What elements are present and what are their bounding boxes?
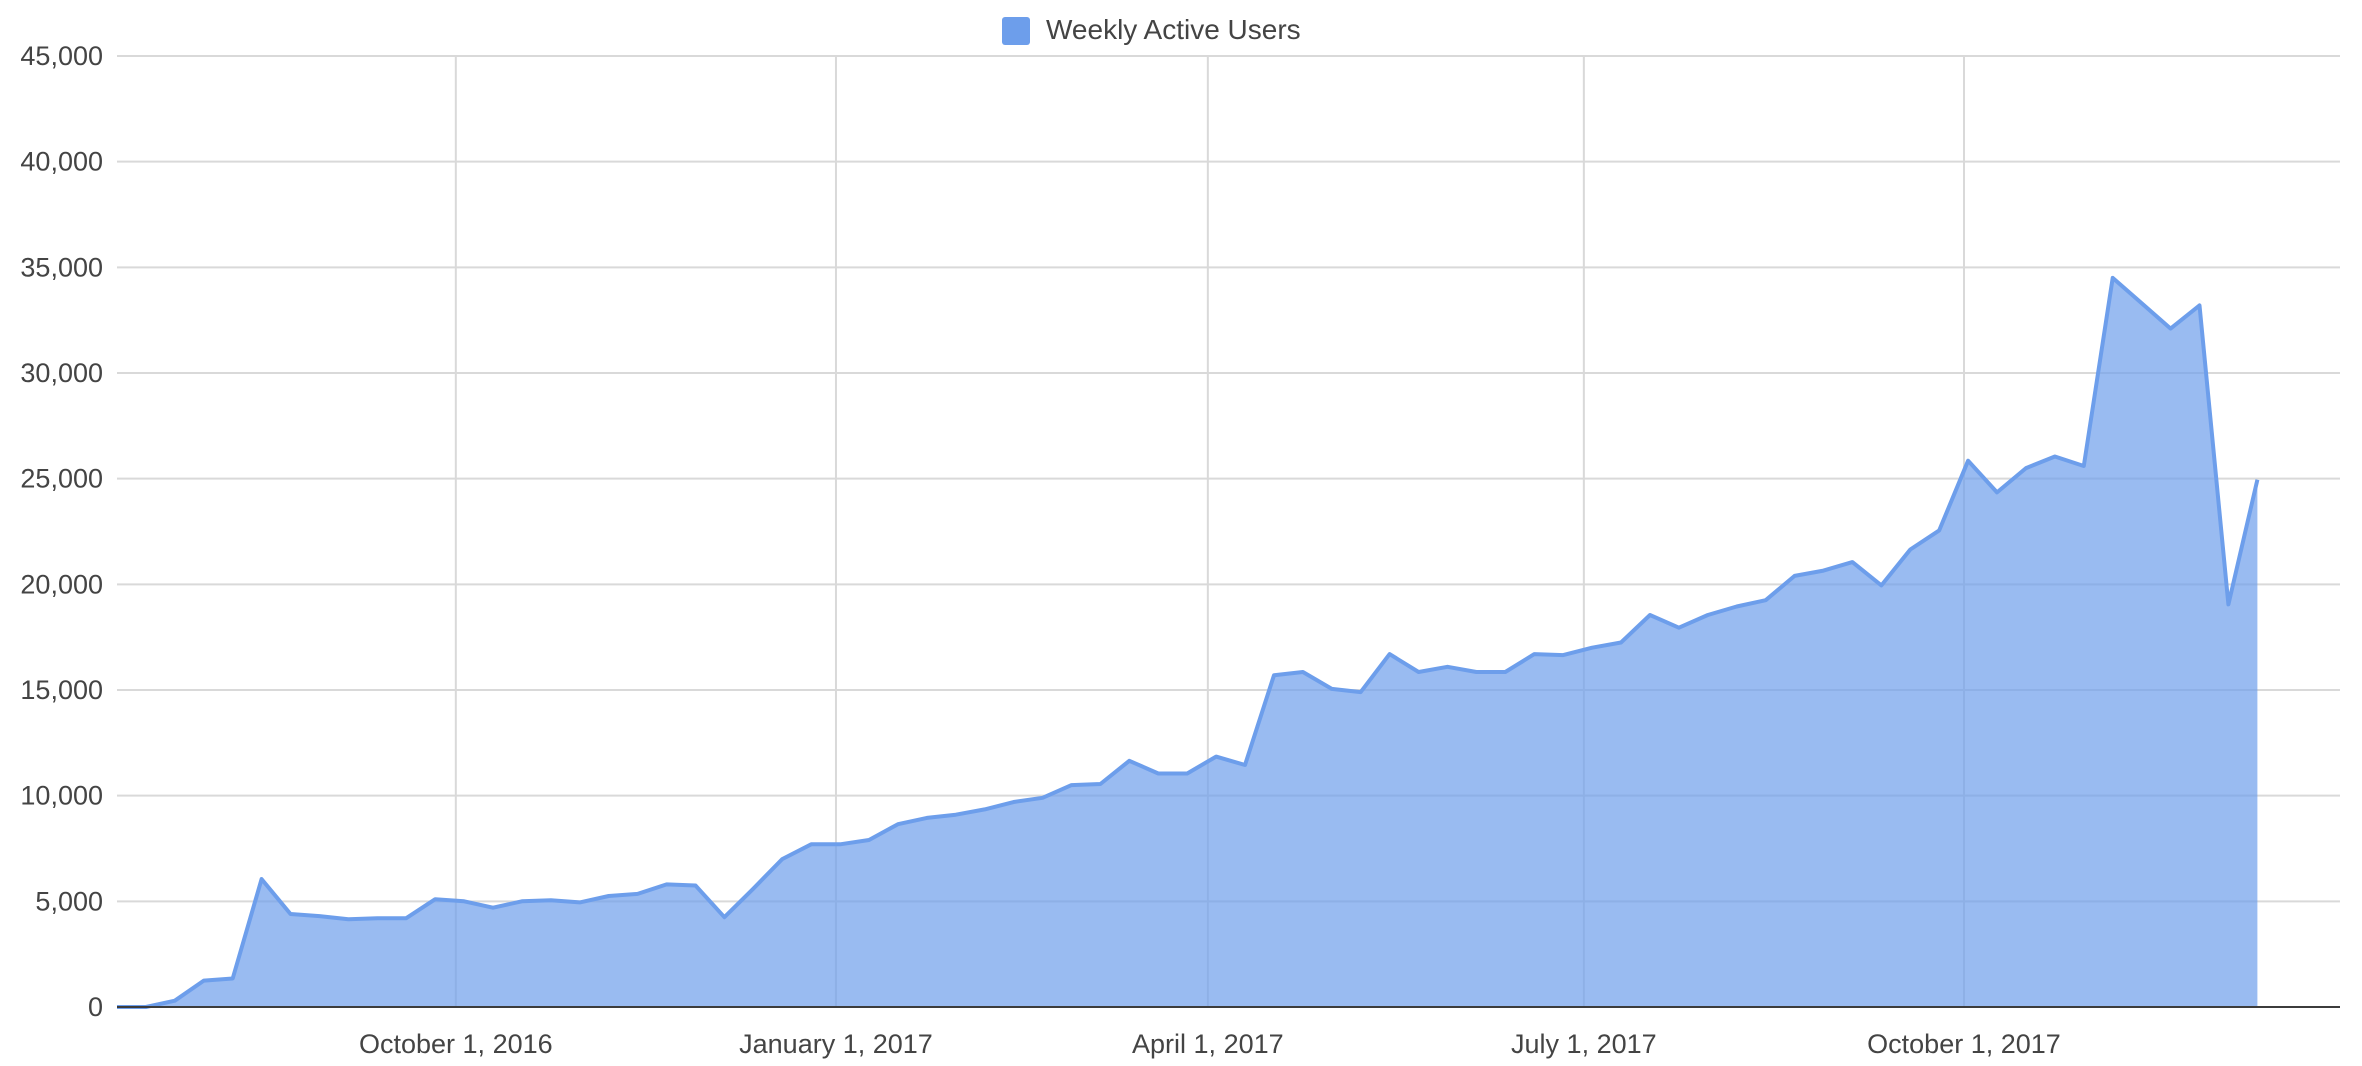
legend-swatch <box>1002 17 1030 45</box>
data-point[interactable] <box>1764 598 1768 602</box>
series-area <box>117 275 2260 1009</box>
data-point[interactable] <box>1127 759 1131 763</box>
data-point[interactable] <box>1850 560 1854 564</box>
data-point[interactable] <box>954 813 958 817</box>
data-point[interactable] <box>375 916 379 920</box>
data-point[interactable] <box>1735 605 1739 609</box>
data-point[interactable] <box>1474 670 1478 674</box>
data-point[interactable] <box>780 857 784 861</box>
data-point[interactable] <box>1243 763 1247 767</box>
data-point[interactable] <box>462 899 466 903</box>
data-point[interactable] <box>202 979 206 983</box>
data-point[interactable] <box>231 977 235 981</box>
data-point[interactable] <box>1966 459 1970 463</box>
x-tick-label: January 1, 2017 <box>739 1029 933 1059</box>
data-point[interactable] <box>1214 755 1218 759</box>
data-point[interactable] <box>1937 528 1941 532</box>
data-point[interactable] <box>1995 490 1999 494</box>
data-point[interactable] <box>1301 670 1305 674</box>
data-point[interactable] <box>1590 646 1594 650</box>
y-tick-label: 5,000 <box>35 886 103 916</box>
data-point[interactable] <box>491 906 495 910</box>
data-point[interactable] <box>520 899 524 903</box>
data-point[interactable] <box>1041 796 1045 800</box>
data-point[interactable] <box>346 917 350 921</box>
data-point[interactable] <box>694 884 698 888</box>
data-point[interactable] <box>549 898 553 902</box>
series-area-fill <box>117 277 2258 1007</box>
data-point[interactable] <box>1156 772 1160 776</box>
data-point[interactable] <box>1648 613 1652 617</box>
y-tick-label: 15,000 <box>20 675 103 705</box>
data-point[interactable] <box>173 999 177 1003</box>
data-point[interactable] <box>2255 478 2259 482</box>
x-tick-label: October 1, 2017 <box>1867 1029 2061 1059</box>
data-point[interactable] <box>2024 466 2028 470</box>
data-point[interactable] <box>2082 464 2086 468</box>
data-point[interactable] <box>1908 548 1912 552</box>
data-point[interactable] <box>607 894 611 898</box>
data-point[interactable] <box>2140 301 2144 305</box>
data-point[interactable] <box>1359 690 1363 694</box>
data-point[interactable] <box>838 842 842 846</box>
y-tick-label: 40,000 <box>20 147 103 177</box>
data-point[interactable] <box>722 915 726 919</box>
data-point[interactable] <box>867 838 871 842</box>
data-point[interactable] <box>1417 670 1421 674</box>
data-point[interactable] <box>665 882 669 886</box>
x-tick-label: April 1, 2017 <box>1132 1029 1284 1059</box>
data-point[interactable] <box>1677 626 1681 630</box>
data-point[interactable] <box>2169 327 2173 331</box>
data-point[interactable] <box>578 900 582 904</box>
data-point[interactable] <box>318 914 322 918</box>
data-point[interactable] <box>1561 653 1565 657</box>
data-point[interactable] <box>751 887 755 891</box>
data-point[interactable] <box>2226 602 2230 606</box>
data-point[interactable] <box>404 916 408 920</box>
data-point[interactable] <box>1619 641 1623 645</box>
y-tick-label: 0 <box>88 992 103 1022</box>
axes: 0 5,000 10,000 15,000 20,000 25,000 30,000 35,0… <box>20 41 2340 1059</box>
y-tick-label: 20,000 <box>20 569 103 599</box>
data-point[interactable] <box>809 842 813 846</box>
data-point[interactable] <box>1272 673 1276 677</box>
data-point[interactable] <box>1330 687 1334 691</box>
data-point[interactable] <box>896 822 900 826</box>
data-point[interactable] <box>2111 276 2115 280</box>
series-line <box>117 275 2260 1009</box>
y-tick-label: 35,000 <box>20 252 103 282</box>
y-tick-label: 45,000 <box>20 41 103 71</box>
data-point[interactable] <box>2198 303 2202 307</box>
legend-label: Weekly Active Users <box>1046 14 1301 45</box>
data-point[interactable] <box>1012 800 1016 804</box>
data-point[interactable] <box>1446 665 1450 669</box>
data-point[interactable] <box>1879 583 1883 587</box>
data-point[interactable] <box>925 816 929 820</box>
data-point[interactable] <box>1706 613 1710 617</box>
data-point[interactable] <box>636 892 640 896</box>
x-tick-label: July 1, 2017 <box>1511 1029 1657 1059</box>
data-point[interactable] <box>1098 782 1102 786</box>
data-point[interactable] <box>1388 652 1392 656</box>
x-tick-label: October 1, 2016 <box>359 1029 553 1059</box>
data-point[interactable] <box>1070 783 1074 787</box>
data-point[interactable] <box>289 912 293 916</box>
data-point[interactable] <box>1532 652 1536 656</box>
data-point[interactable] <box>1503 670 1507 674</box>
data-point[interactable] <box>433 897 437 901</box>
data-point[interactable] <box>1822 569 1826 573</box>
data-point[interactable] <box>983 807 987 811</box>
data-point[interactable] <box>1185 772 1189 776</box>
data-point[interactable] <box>1793 574 1797 578</box>
y-tick-label: 10,000 <box>20 781 103 811</box>
y-tick-label: 25,000 <box>20 464 103 494</box>
data-point[interactable] <box>2053 455 2057 459</box>
legend[interactable]: Weekly Active Users <box>1002 14 1301 45</box>
data-point[interactable] <box>260 877 264 881</box>
y-tick-label: 30,000 <box>20 358 103 388</box>
